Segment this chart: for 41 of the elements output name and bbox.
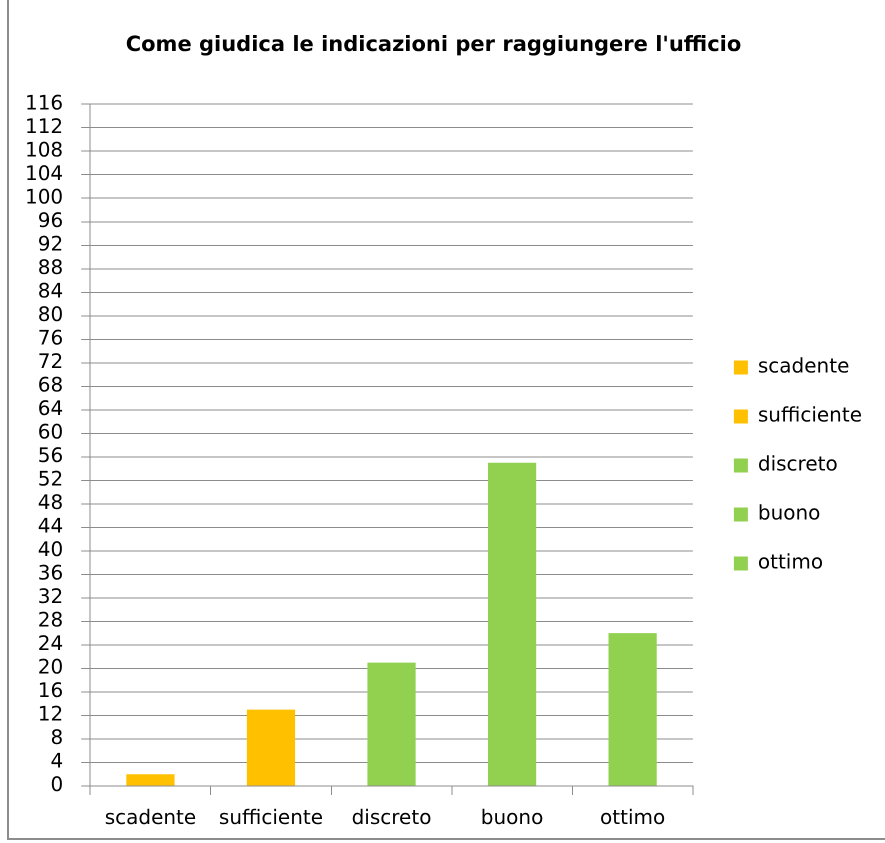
y-tick-label: 20 — [38, 654, 64, 679]
y-tick-label: 28 — [38, 608, 64, 632]
y-tick-label: 104 — [24, 160, 64, 185]
y-tick-label: 88 — [38, 254, 64, 279]
y-tick-label: 4 — [50, 748, 64, 773]
x-tick-label: sufficiente — [218, 805, 324, 830]
y-tick-label: 116 — [24, 90, 64, 114]
y-tick-label: 48 — [38, 490, 64, 514]
y-tick-label: 52 — [38, 466, 64, 491]
y-tick-label: 108 — [24, 137, 64, 162]
y-tick-label: 92 — [38, 231, 64, 256]
y-tick-label: 72 — [38, 349, 64, 374]
y-tick-label: 24 — [38, 631, 64, 656]
y-tick-label: 68 — [38, 372, 64, 397]
legend-label: buono — [758, 500, 820, 525]
y-tick-label: 8 — [50, 725, 64, 750]
x-tick-label: discreto — [352, 805, 432, 830]
y-tick-label: 36 — [38, 560, 64, 585]
y-tick-label: 56 — [38, 443, 64, 468]
y-tick-label: 96 — [38, 208, 64, 232]
y-tick-label: 44 — [38, 514, 64, 538]
chart-title: Come giudica le indicazioni per raggiungere l'ufficio — [126, 32, 742, 56]
y-tick-label: 80 — [38, 302, 64, 326]
y-tick-label: 16 — [38, 678, 64, 702]
legend-label: discreto — [758, 452, 838, 476]
y-tick-label: 100 — [24, 184, 64, 208]
y-tick-label: 112 — [24, 114, 64, 138]
y-tick-label: 32 — [38, 584, 64, 608]
legend-label: scadente — [758, 354, 850, 378]
y-tick-label: 0 — [50, 772, 64, 796]
x-tick-label: buono — [480, 805, 544, 830]
y-tick-label: 12 — [38, 702, 64, 726]
legend-label: ottimo — [758, 550, 824, 574]
y-tick-label: 60 — [38, 420, 64, 444]
x-tick-label: ottimo — [600, 805, 666, 830]
x-tick-label: scadente — [104, 805, 196, 830]
y-tick-label: 40 — [38, 537, 64, 562]
legend-label: sufficiente — [758, 402, 862, 427]
y-tick-label: 84 — [38, 278, 64, 302]
y-tick-label: 64 — [38, 396, 64, 420]
y-tick-label: 76 — [38, 326, 64, 350]
